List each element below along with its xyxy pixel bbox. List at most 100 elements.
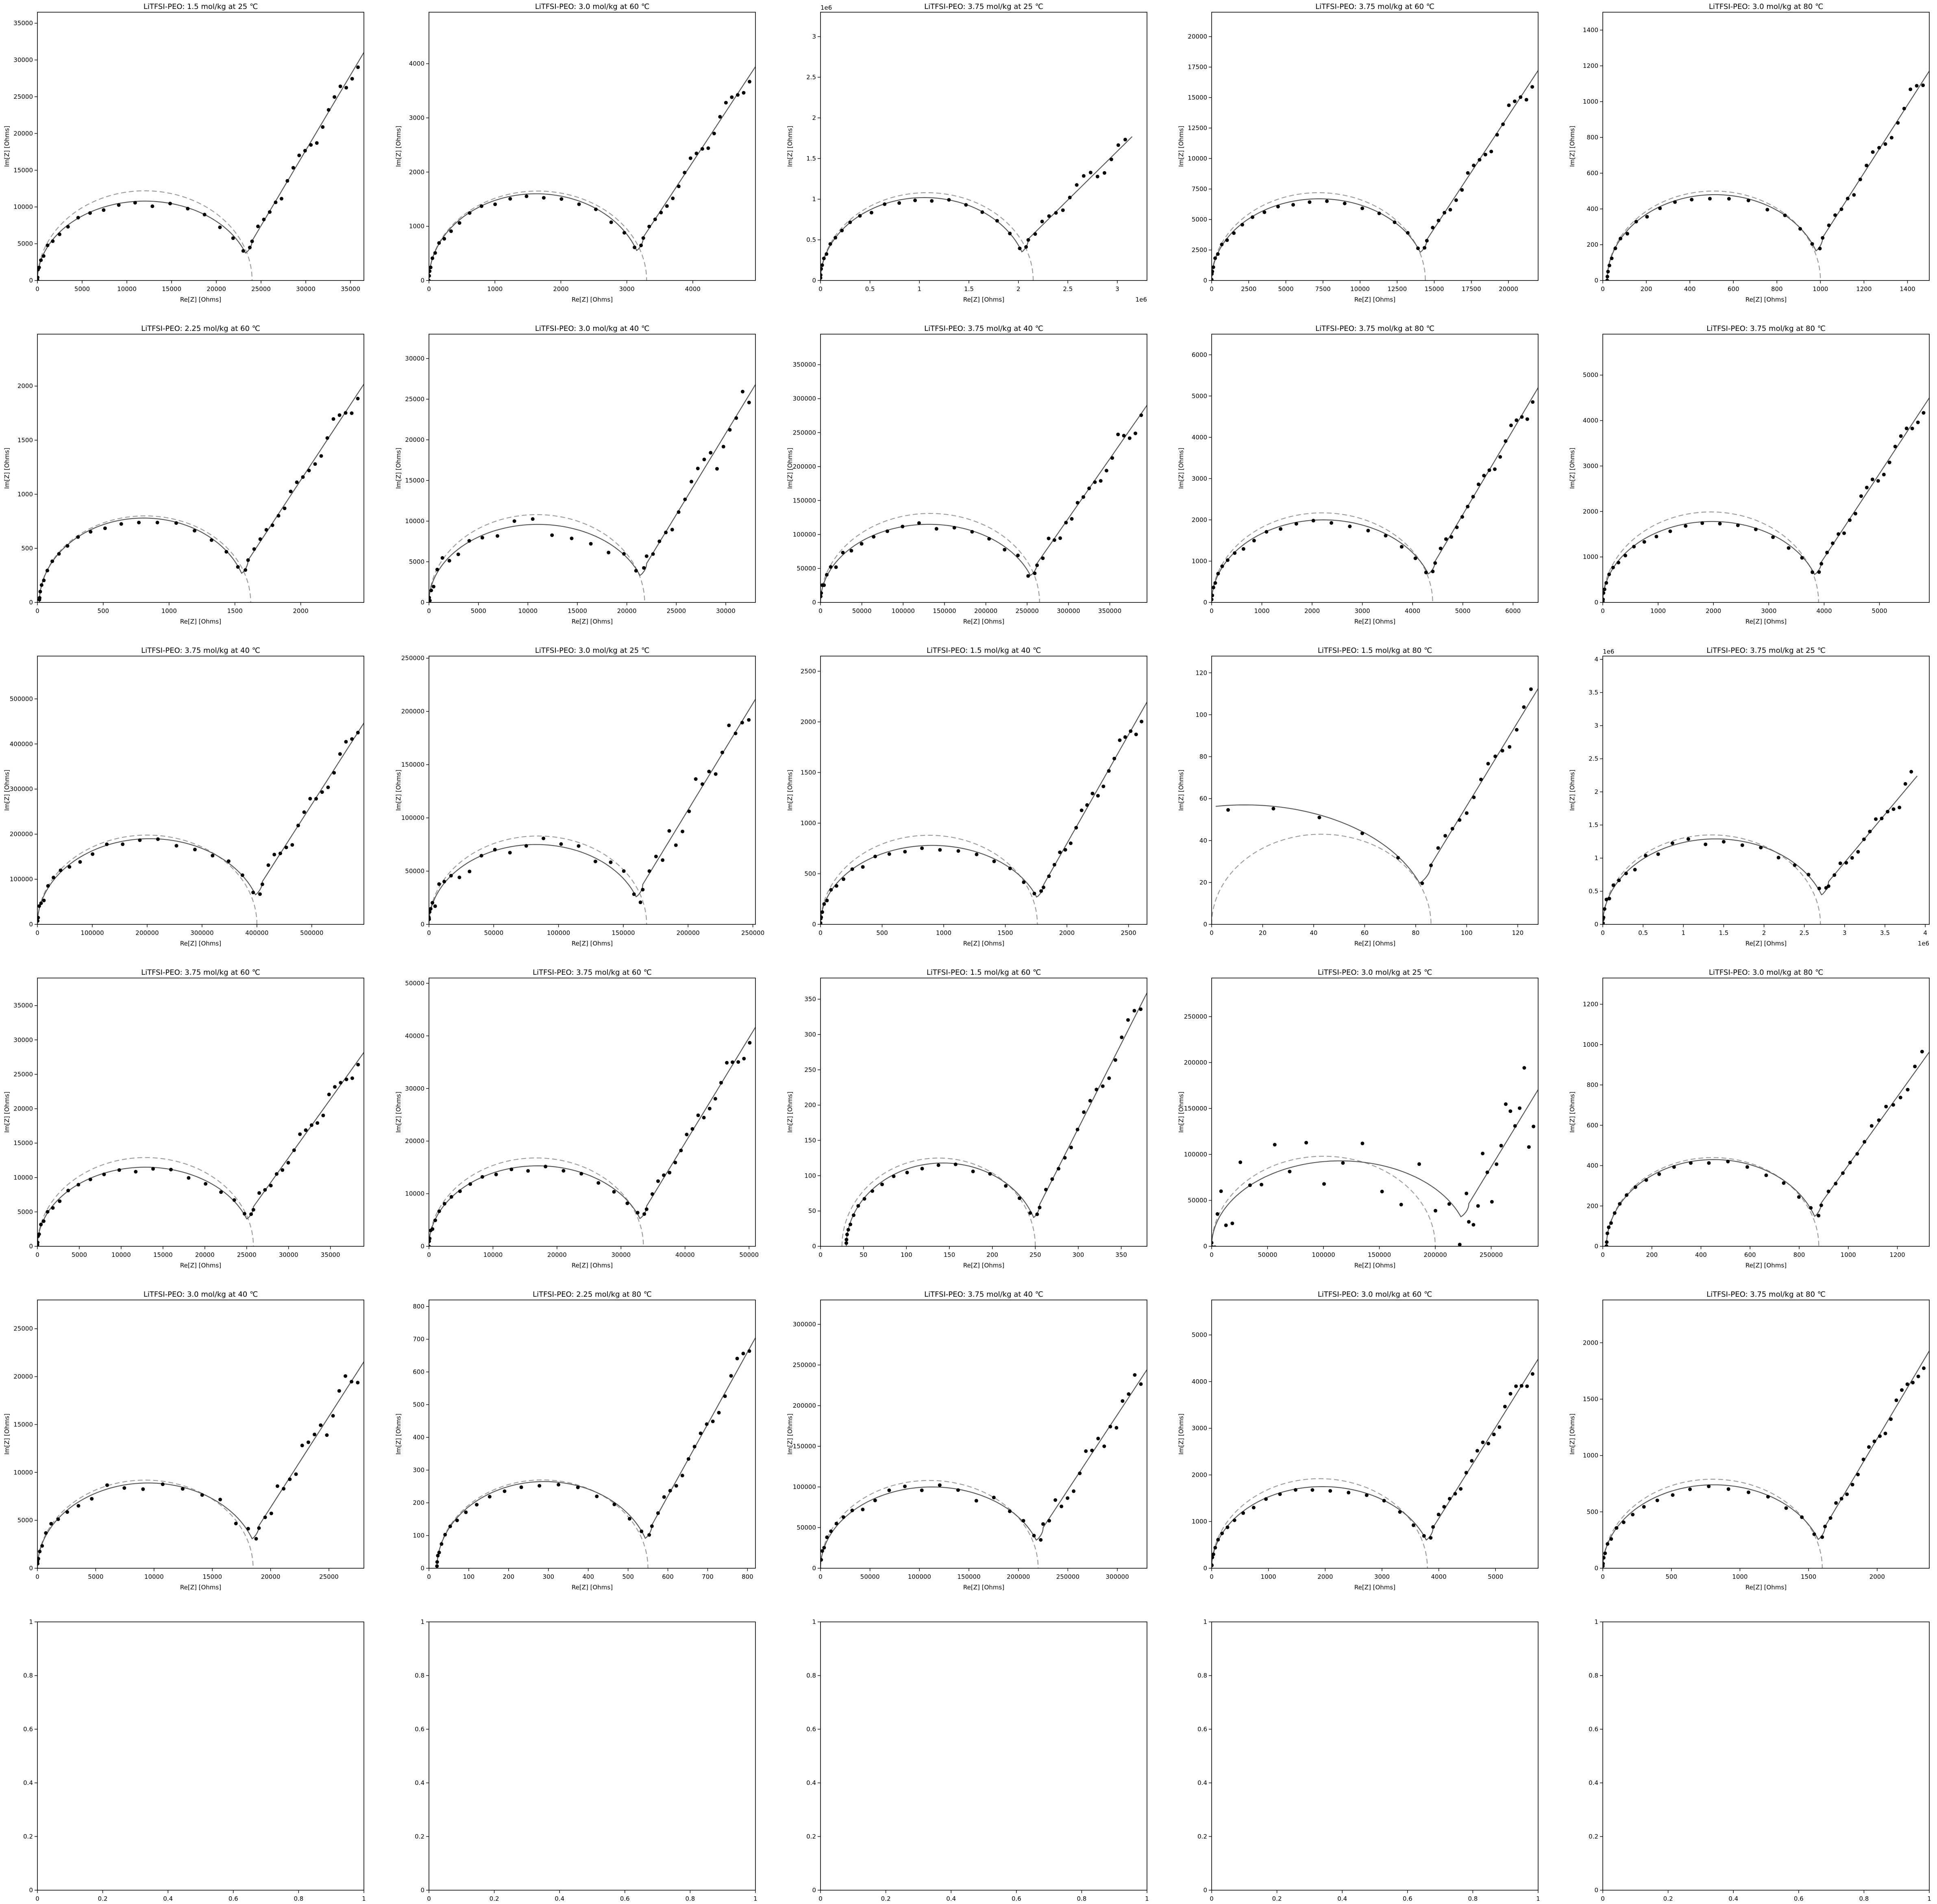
- data-point: [1347, 1491, 1351, 1495]
- data-point: [433, 904, 437, 908]
- data-point: [186, 206, 190, 211]
- data-point: [1842, 531, 1846, 535]
- axes-frame: [1211, 1300, 1539, 1569]
- data-point: [1607, 897, 1611, 901]
- y-axis-label: Im[Z] [Ohms]: [3, 1413, 11, 1454]
- data-point: [1213, 1545, 1217, 1550]
- model-fit-line: [429, 384, 755, 602]
- y-tick-label: 200000: [401, 708, 424, 715]
- data-point: [1063, 848, 1067, 852]
- data-point: [337, 1389, 341, 1393]
- data-point: [218, 1498, 222, 1502]
- data-point: [1871, 150, 1875, 154]
- y-tick-label: 15000: [1188, 94, 1207, 101]
- data-point: [1210, 1274, 1214, 1277]
- data-point: [707, 769, 711, 774]
- x-tick-label: 200: [986, 1251, 998, 1258]
- y-tick-label: 3: [1594, 722, 1598, 729]
- subplot: 0 1000 2000 3000 4000 5000 6000010002000300040…: [1177, 324, 1539, 625]
- data-point: [1603, 587, 1606, 591]
- data-point: [50, 559, 54, 563]
- data-point: [37, 1241, 39, 1244]
- data-point: [995, 219, 999, 223]
- data-point: [1464, 1471, 1468, 1475]
- data-point: [1654, 535, 1658, 539]
- y-tick-label: 25000: [13, 93, 33, 100]
- data-point: [1104, 469, 1108, 473]
- data-point: [821, 263, 824, 267]
- chart-title: LiTFSI-PEO: 1.5 mol/kg at 80 ℃: [1318, 646, 1432, 655]
- data-point: [1425, 239, 1429, 243]
- data-point: [834, 1521, 838, 1526]
- data-point: [1727, 197, 1731, 201]
- data-point: [1102, 1444, 1106, 1448]
- data-point: [1264, 530, 1269, 534]
- data-point: [872, 535, 876, 539]
- circle-fit-line: [37, 1157, 254, 1246]
- y-tick-label: 0.2: [1197, 1833, 1207, 1840]
- data-point: [356, 1063, 360, 1067]
- data-point: [1707, 1161, 1711, 1165]
- data-point: [1060, 1504, 1064, 1508]
- y-tick-label: 400: [1587, 1162, 1598, 1169]
- x-tick-label: 0: [427, 1251, 431, 1258]
- x-tick-label: 0.8: [294, 1895, 303, 1902]
- y-tick-label: 2000: [17, 383, 33, 390]
- data-point: [51, 239, 55, 243]
- x-tick-label: 5000: [1488, 1573, 1503, 1580]
- x-tick-label: 350000: [1098, 607, 1121, 615]
- model-fit-line: [37, 723, 364, 924]
- data-point: [1070, 517, 1074, 521]
- y-tick-label: 0: [1203, 1887, 1207, 1894]
- data-point: [41, 1219, 46, 1223]
- data-point: [735, 1356, 739, 1361]
- data-point: [274, 1172, 279, 1176]
- x-tick-label: 1000: [1261, 1573, 1276, 1580]
- data-point: [37, 1232, 41, 1236]
- y-tick-label: 0: [1594, 1243, 1598, 1250]
- x-axis-label: Re[Z] [Ohms]: [180, 940, 221, 947]
- data-point: [1047, 537, 1051, 541]
- data-point: [122, 1486, 126, 1490]
- y-tick-label: 5000: [1192, 1331, 1207, 1339]
- y-tick-label: 500000: [10, 695, 33, 702]
- data-point: [1726, 1487, 1730, 1491]
- plot-area: [821, 702, 1147, 924]
- data-point: [1082, 495, 1085, 499]
- data-point: [1074, 826, 1078, 830]
- data-point: [1486, 1441, 1491, 1445]
- x-tick-label: 5000: [74, 285, 90, 293]
- y-tick-label: 60: [1199, 795, 1207, 802]
- y-tick-label: 40000: [405, 1032, 424, 1039]
- data-point: [303, 149, 307, 153]
- x-tick-label: 2: [1762, 929, 1766, 937]
- y-tick-label: 0.4: [1589, 1779, 1598, 1787]
- x-tick-label: 0: [427, 1573, 431, 1580]
- data-point: [714, 772, 718, 776]
- data-point: [281, 1168, 285, 1172]
- data-point: [821, 276, 823, 280]
- data-point: [1343, 202, 1347, 205]
- data-point: [1212, 593, 1214, 598]
- x-tick-label: 0.4: [555, 1895, 564, 1902]
- y-tick-label: 25000: [13, 1071, 33, 1078]
- data-point: [1489, 150, 1493, 154]
- data-point: [1607, 263, 1611, 267]
- data-point: [825, 1535, 829, 1539]
- data-point: [1213, 581, 1217, 585]
- data-point: [234, 1521, 238, 1526]
- model-fit-line: [37, 52, 364, 280]
- y-tick-label: 0: [812, 277, 816, 284]
- x-axis-label: Re[Z] [Ohms]: [572, 296, 613, 303]
- x-tick-label: 2500: [1241, 285, 1256, 293]
- data-point: [333, 95, 337, 99]
- data-point: [1288, 1169, 1292, 1174]
- data-point: [680, 1474, 684, 1478]
- data-point: [344, 1374, 347, 1378]
- x-tick-label: 1: [1145, 1895, 1149, 1902]
- plot-area: [37, 52, 364, 280]
- y-tick-label: 300000: [793, 1321, 816, 1328]
- model-fit-line: [1212, 70, 1538, 280]
- data-point: [1910, 426, 1914, 430]
- data-point: [1101, 785, 1106, 789]
